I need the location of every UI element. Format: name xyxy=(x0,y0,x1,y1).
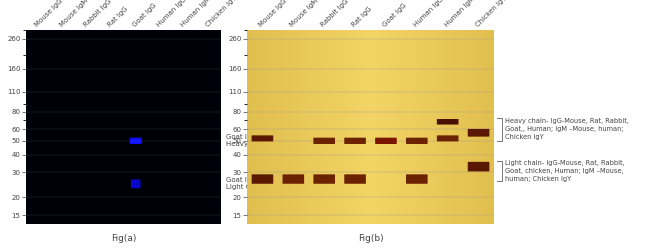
FancyBboxPatch shape xyxy=(468,162,489,171)
FancyBboxPatch shape xyxy=(344,174,366,184)
Text: Fig(b): Fig(b) xyxy=(358,234,384,243)
Text: Heavy chain- IgG-Mouse, Rat, Rabbit,
Goat,, Human; IgM –Mouse, human;
Chicken Ig: Heavy chain- IgG-Mouse, Rat, Rabbit, Goa… xyxy=(505,119,629,140)
FancyBboxPatch shape xyxy=(313,138,335,144)
FancyBboxPatch shape xyxy=(130,138,142,144)
FancyBboxPatch shape xyxy=(406,138,428,144)
FancyBboxPatch shape xyxy=(375,138,396,144)
FancyBboxPatch shape xyxy=(131,180,140,188)
Text: Goat IgG
Light Chain: Goat IgG Light Chain xyxy=(226,177,266,190)
FancyBboxPatch shape xyxy=(344,138,366,144)
Text: Light chain- IgG-Mouse, Rat, Rabbit,
Goat, chicken, Human; IgM –Mouse,
human; Ch: Light chain- IgG-Mouse, Rat, Rabbit, Goa… xyxy=(505,160,625,182)
FancyBboxPatch shape xyxy=(437,119,458,124)
FancyBboxPatch shape xyxy=(437,135,458,141)
FancyBboxPatch shape xyxy=(406,174,428,184)
FancyBboxPatch shape xyxy=(313,174,335,184)
FancyBboxPatch shape xyxy=(252,174,273,184)
Text: Goat IgG
Heavy Chain: Goat IgG Heavy Chain xyxy=(226,134,270,147)
FancyBboxPatch shape xyxy=(468,129,489,137)
FancyBboxPatch shape xyxy=(283,174,304,184)
Text: Fig(a): Fig(a) xyxy=(111,234,136,243)
FancyBboxPatch shape xyxy=(252,135,273,141)
